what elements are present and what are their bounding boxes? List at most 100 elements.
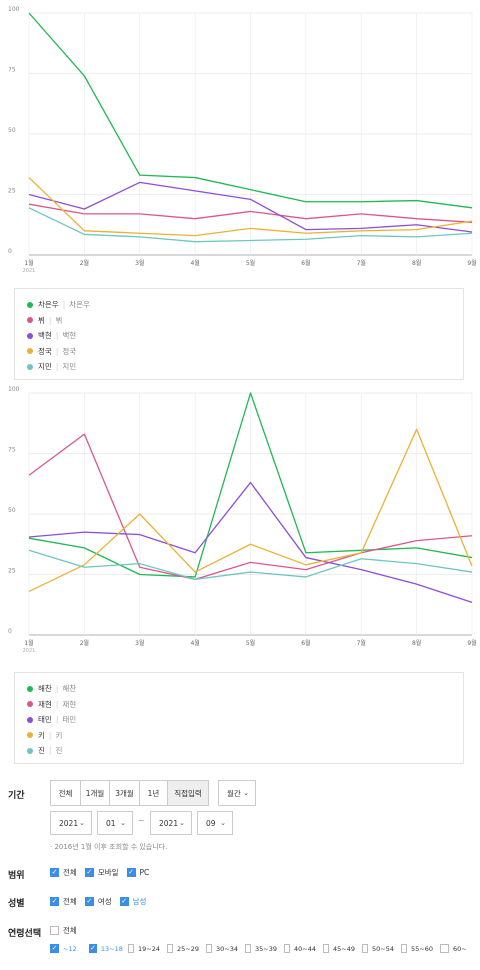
- legend-keyword: 뷔: [55, 315, 63, 325]
- legend-keyword: 백현: [62, 331, 77, 341]
- legend-color-dot: [27, 363, 33, 370]
- y-tick-label: 75: [8, 447, 16, 454]
- age-checkbox[interactable]: 35~39: [245, 944, 277, 953]
- start-month-select[interactable]: 01 ⌄: [97, 811, 133, 835]
- age-checkbox[interactable]: ✓ 13~18: [89, 944, 123, 953]
- age-all-checkbox[interactable]: 전체: [50, 925, 77, 936]
- x-tick-label: 6월: [301, 259, 310, 267]
- series-line[interactable]: [28, 433, 473, 580]
- chevron-down-icon: ⌄: [243, 789, 249, 797]
- age-options: ✓ ~12 ✓ 13~18 19~24 25~29 30~34 35~39 40~44 45~49…: [50, 944, 479, 953]
- legend-keyword: 키: [55, 730, 63, 740]
- age-checkbox[interactable]: 19~24: [128, 944, 160, 953]
- period-button[interactable]: 직접입력: [168, 781, 208, 805]
- gender-checkbox[interactable]: ✓ 여성: [84, 896, 112, 907]
- legend-item[interactable]: 지민 | 지민: [27, 359, 451, 375]
- legend-separator: |: [55, 715, 59, 725]
- series-line[interactable]: [28, 203, 473, 223]
- checkbox-empty-icon: [323, 944, 329, 953]
- legend-name: 키: [38, 730, 45, 740]
- gender-label: 성별: [8, 899, 25, 909]
- line-chart-2: 0 25 50 75 100 1월 2월 3월 4월 5월 6월 7월 8월 9월 2021: [8, 386, 477, 654]
- period-note: · 2016년 1월 이후 조회할 수 있습니다.: [50, 843, 168, 851]
- checkbox-label: 60~: [453, 944, 467, 953]
- checkbox-checked-icon: ✓: [119, 897, 129, 906]
- legend-name: 해찬: [38, 684, 52, 694]
- age-all-option: 전체: [50, 925, 85, 936]
- period-button[interactable]: 전체: [51, 781, 81, 805]
- age-checkbox[interactable]: 40~44: [284, 944, 316, 953]
- y-tick-label: 50: [8, 507, 16, 514]
- chart-2-legend: 해찬 | 해찬 재현 | 재현 태민 | 태민 키 | 키 진 | 진: [14, 672, 464, 764]
- checkbox-empty-icon: [284, 944, 290, 953]
- period-label: 기간: [8, 791, 25, 801]
- series-line[interactable]: [28, 177, 473, 237]
- legend-separator: |: [55, 684, 59, 694]
- legend-color-dot: [27, 332, 33, 339]
- end-year-select[interactable]: 2021 ⌄: [150, 811, 192, 835]
- interval-select[interactable]: 월간 ⌄: [218, 780, 256, 806]
- age-checkbox[interactable]: 30~34: [206, 944, 238, 953]
- checkbox-checked-icon: ✓: [50, 897, 59, 906]
- series-line[interactable]: [28, 428, 473, 593]
- y-tick-label: 25: [8, 188, 16, 195]
- age-checkbox[interactable]: 25~29: [167, 944, 199, 953]
- start-year-select[interactable]: 2021 ⌄: [50, 811, 92, 835]
- series-line[interactable]: [28, 392, 473, 578]
- legend-name: 백현: [38, 331, 52, 341]
- x-tick-label: 5월: [246, 259, 255, 267]
- legend-separator: |: [48, 730, 52, 740]
- legend-item[interactable]: 해찬 | 해찬: [27, 681, 451, 697]
- x-tick-label: 3월: [135, 259, 144, 267]
- checkbox-label: 35~39: [255, 944, 277, 953]
- legend-name: 진: [38, 746, 45, 756]
- legend-name: 차은우: [38, 300, 59, 310]
- legend-keyword: 차은우: [69, 300, 90, 310]
- legend-name: 태민: [38, 715, 52, 725]
- period-button[interactable]: 3개월: [110, 781, 140, 805]
- scope-checkbox[interactable]: ✓ 전체: [50, 867, 77, 878]
- series-line[interactable]: [28, 207, 473, 243]
- interval-value: 월간: [227, 788, 241, 798]
- x-tick-label: 7월: [357, 259, 366, 267]
- age-checkbox[interactable]: ✓ ~12: [50, 944, 82, 953]
- age-checkbox[interactable]: 45~49: [323, 944, 355, 953]
- age-checkbox[interactable]: 55~60: [401, 944, 433, 953]
- checkbox-label: 25~29: [177, 944, 199, 953]
- legend-item[interactable]: 뷔 | 뷔: [27, 313, 451, 329]
- legend-item[interactable]: 진 | 진: [27, 743, 451, 759]
- series-line[interactable]: [28, 481, 473, 603]
- age-checkbox[interactable]: 50~54: [362, 944, 394, 953]
- legend-item[interactable]: 차은우 | 차은우: [27, 297, 451, 313]
- chevron-down-icon: ⌄: [220, 819, 226, 827]
- x-tick-label: 6월: [301, 639, 310, 647]
- series-line[interactable]: [28, 12, 473, 209]
- gender-checkbox[interactable]: ✓ 전체: [50, 896, 77, 907]
- legend-item[interactable]: 키 | 키: [27, 728, 451, 744]
- checkbox-label: 남성: [132, 897, 147, 906]
- period-button[interactable]: 1년: [140, 781, 168, 805]
- scope-checkbox[interactable]: ✓ 모바일: [84, 867, 119, 878]
- checkbox-label: 19~24: [138, 944, 160, 953]
- legend-item[interactable]: 백현 | 백현: [27, 328, 451, 344]
- legend-item[interactable]: 태민 | 태민: [27, 712, 451, 728]
- legend-name: 지민: [38, 362, 52, 372]
- checkbox-label: PC: [139, 868, 150, 877]
- checkbox-checked-icon: ✓: [126, 868, 136, 877]
- legend-separator: |: [55, 699, 59, 709]
- legend-item[interactable]: 정국 | 정국: [27, 344, 451, 360]
- series-line[interactable]: [28, 549, 473, 580]
- age-checkbox[interactable]: 60~: [440, 944, 472, 953]
- checkbox-label: 13~18: [100, 944, 123, 953]
- period-button[interactable]: 1개월: [81, 781, 110, 805]
- end-month-select[interactable]: 09 ⌄: [197, 811, 233, 835]
- legend-separator: |: [48, 315, 52, 325]
- checkbox-label: ~12: [63, 944, 77, 953]
- legend-name: 정국: [38, 346, 52, 356]
- scope-checkbox[interactable]: ✓ PC: [126, 868, 150, 877]
- legend-item[interactable]: 재현 | 재현: [27, 697, 451, 713]
- x-tick-label: 4월: [190, 639, 199, 647]
- gender-checkbox[interactable]: ✓ 남성: [119, 896, 147, 907]
- legend-color-dot: [27, 716, 33, 723]
- series-line[interactable]: [28, 181, 473, 233]
